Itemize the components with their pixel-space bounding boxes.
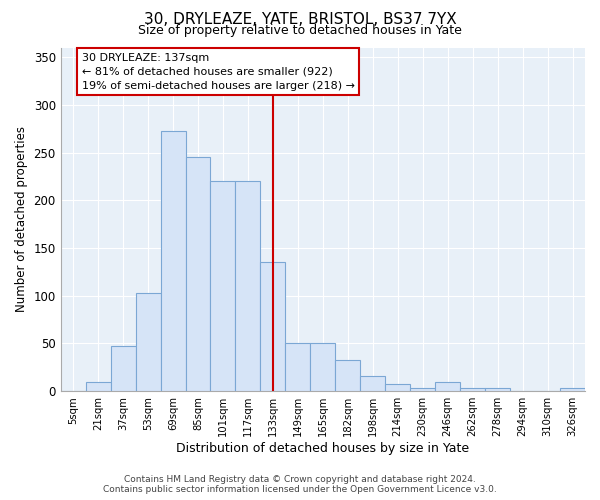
Bar — [335, 360, 360, 391]
Bar — [385, 384, 410, 391]
Bar — [560, 388, 585, 391]
Bar — [211, 181, 235, 391]
Bar — [86, 382, 110, 391]
X-axis label: Distribution of detached houses by size in Yate: Distribution of detached houses by size … — [176, 442, 469, 455]
Text: 30, DRYLEAZE, YATE, BRISTOL, BS37 7YX: 30, DRYLEAZE, YATE, BRISTOL, BS37 7YX — [143, 12, 457, 28]
Bar — [410, 388, 435, 391]
Bar — [485, 388, 510, 391]
Bar — [435, 382, 460, 391]
Bar — [286, 344, 310, 391]
Bar — [360, 376, 385, 391]
Bar — [185, 158, 211, 391]
Text: Contains HM Land Registry data © Crown copyright and database right 2024.
Contai: Contains HM Land Registry data © Crown c… — [103, 474, 497, 494]
Bar — [310, 344, 335, 391]
Y-axis label: Number of detached properties: Number of detached properties — [15, 126, 28, 312]
Bar — [136, 293, 161, 391]
Bar — [110, 346, 136, 391]
Bar — [460, 388, 485, 391]
Text: Size of property relative to detached houses in Yate: Size of property relative to detached ho… — [138, 24, 462, 37]
Text: 30 DRYLEAZE: 137sqm
← 81% of detached houses are smaller (922)
19% of semi-detac: 30 DRYLEAZE: 137sqm ← 81% of detached ho… — [82, 52, 355, 90]
Bar — [161, 130, 185, 391]
Bar — [235, 181, 260, 391]
Bar — [260, 262, 286, 391]
